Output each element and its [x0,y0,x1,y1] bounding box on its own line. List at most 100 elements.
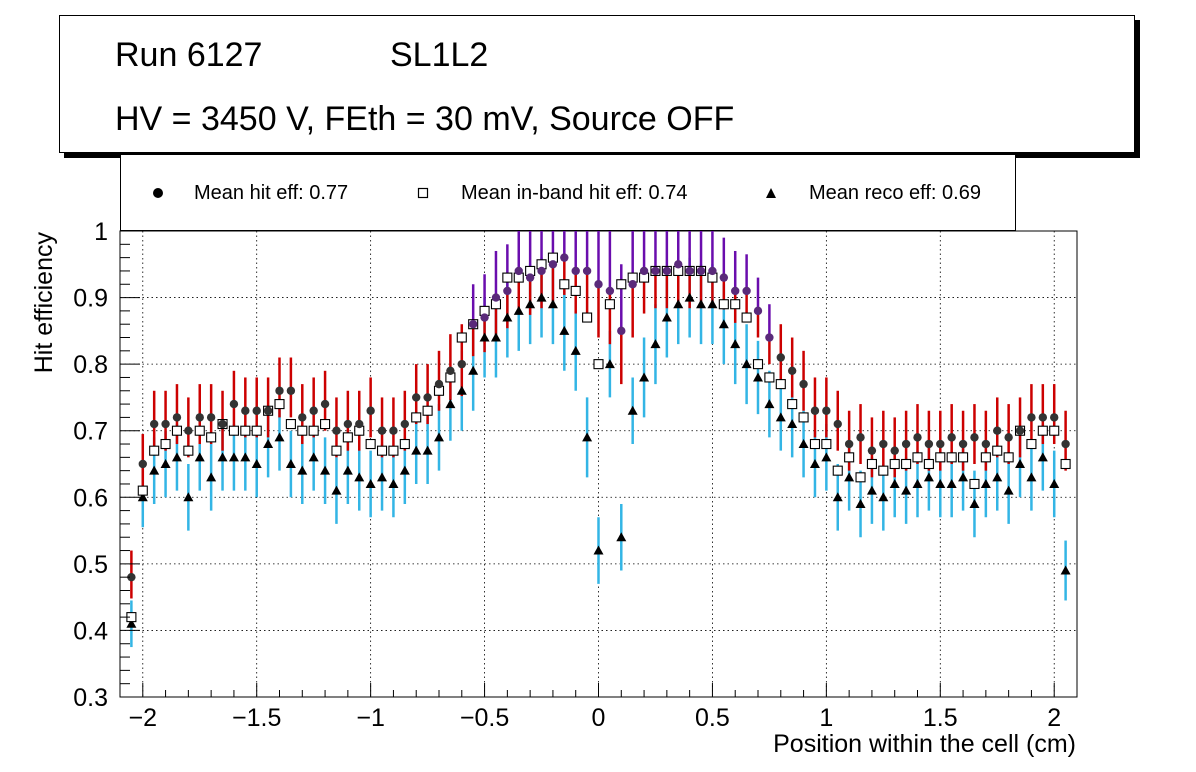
x-tick-label: −1.5 [232,704,281,732]
inband-point [844,452,855,463]
reco-point [228,452,239,462]
reco-point [365,478,376,488]
hit-point [685,266,694,276]
reco-point [160,459,171,468]
reco-point [559,325,570,335]
reco-point [320,465,331,475]
hit-point [594,280,603,289]
inband-point [866,458,877,470]
inband-point [582,312,593,323]
reco-point [137,492,148,502]
x-tick-label: −0.5 [460,704,509,732]
axes-layer: −2 −1.5 −1 −0.5 0 0.5 1 1.5 2 0.3 0.4 0.5 0.6 0.7 0.8 0… [73,218,1078,732]
inband-point [992,445,1003,456]
inband-point [912,452,923,463]
inband-point [718,299,729,310]
inband-point [958,452,969,463]
reco-point [730,339,741,349]
reco-point [935,478,946,488]
hit-point [742,286,751,296]
y-tick-label: 0.3 [73,684,108,712]
reco-point [1060,565,1071,575]
inband-point [559,279,570,290]
inband-point [331,445,342,456]
inband-point [274,399,285,410]
inband-point [923,458,934,470]
x-tick-label: 0.5 [695,704,730,732]
reco-point [456,385,467,395]
hit-point [639,266,649,276]
run-label: Run 6127 [115,36,263,74]
reco-point [251,459,262,468]
hit-point [241,406,250,415]
reco-point [718,319,729,329]
x-tick-label: 0 [592,704,606,732]
hit-point [503,286,512,296]
legend-inband-marker [417,187,429,199]
reco-point [308,452,319,462]
inband-point [821,438,832,450]
hit-point [879,439,888,449]
hit-point [480,313,489,322]
inband-point [787,399,798,410]
legend-reco-marker [766,188,776,198]
reco-point [513,305,524,315]
reco-point [696,299,707,309]
reco-point [468,365,479,375]
x-tick-label: −2 [129,704,158,732]
x-axis-label: Position within the cell (cm) [773,730,1076,758]
hit-point [286,386,296,395]
hit-point [400,419,410,429]
inband-point [308,425,319,436]
reco-point [422,445,433,455]
inband-point [946,452,957,463]
reco-point [787,419,798,429]
hit-point [377,426,387,435]
reco-point [411,445,422,455]
reco-point [912,478,923,488]
hit-point [924,439,934,449]
hit-point [309,406,318,415]
hit-point [548,260,558,269]
inband-point [502,272,513,283]
hit-point [571,266,580,276]
inband-point [980,452,991,463]
reco-point [753,372,763,382]
reco-point [855,498,866,508]
inband-point [388,445,399,456]
reco-point [171,452,182,462]
reco-point [434,432,444,442]
hit-point [913,433,922,442]
hit-point [195,413,204,422]
inband-point [194,425,205,436]
reco-point [844,472,855,482]
hit-point [206,413,216,422]
reco-point [342,465,353,475]
hit-point [263,406,273,415]
reco-point [1037,452,1048,462]
reco-point [604,359,615,369]
hit-point [1061,439,1070,449]
hit-point [867,446,877,455]
reco-point [354,472,365,482]
hit-point [833,419,842,429]
reco-point [958,472,969,482]
hit-point [936,439,945,449]
hit-point [1050,413,1059,422]
inband-point [570,285,581,296]
y-tick-label: 1 [94,218,108,246]
hit-point [605,286,615,296]
reco-point [536,292,547,302]
hit-point [1027,413,1036,422]
reco-point [399,465,410,475]
inband-point [285,419,296,430]
reco-point [889,478,900,488]
inband-point [809,438,821,450]
reco-point [297,465,308,475]
hit-point [958,439,968,449]
hit-point [320,399,330,409]
y-tick-label: 0.5 [73,551,108,579]
reco-point [331,485,342,495]
markers-layer [126,252,1071,628]
inband-point [183,445,194,456]
